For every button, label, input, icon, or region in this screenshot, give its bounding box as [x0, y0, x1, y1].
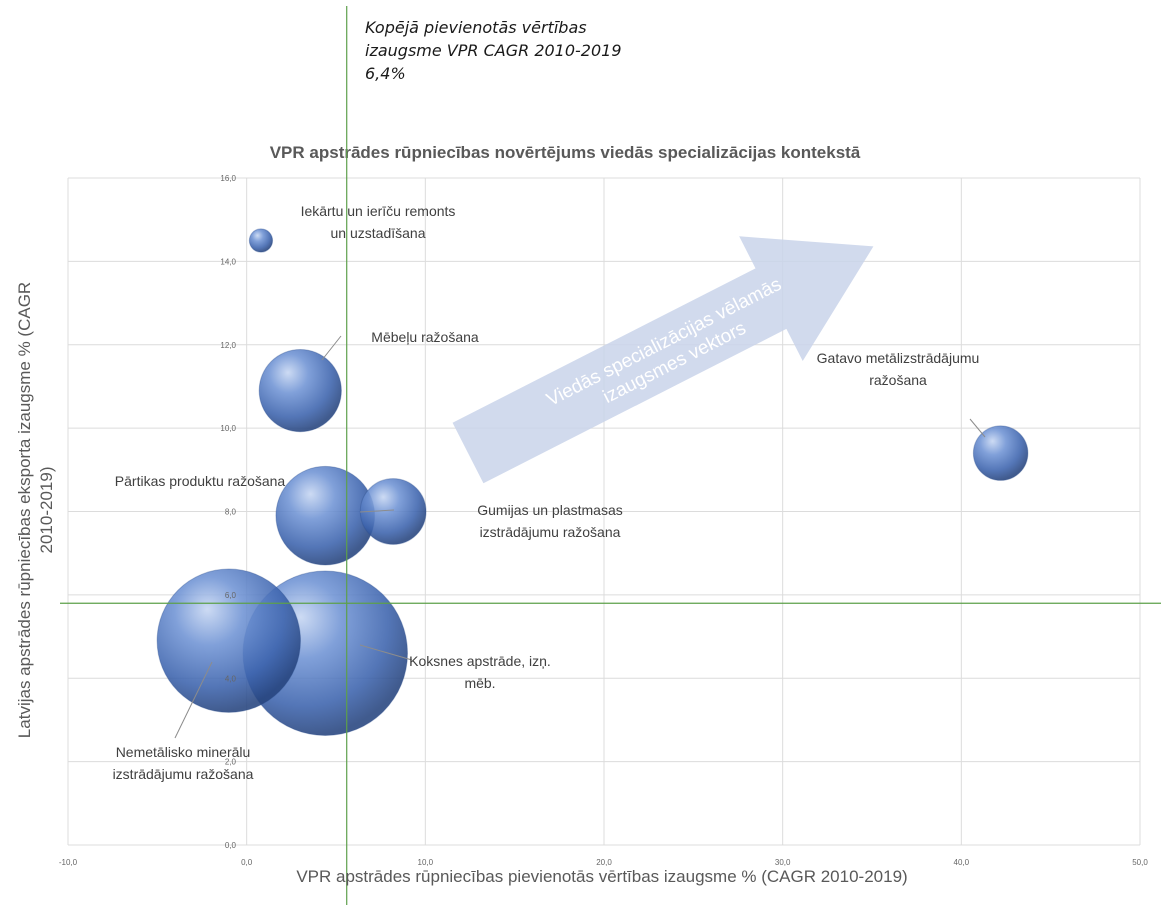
x-axis-label: VPR apstrādes rūpniecības pievienotās vē… — [296, 867, 907, 886]
bubble-label: Mēbeļu ražošana — [371, 329, 479, 345]
leader-line — [174, 661, 213, 739]
x-tick-label: 40,0 — [954, 858, 970, 867]
x-tick-label: 0,0 — [241, 858, 253, 867]
y-tick-label: 16,0 — [220, 174, 236, 183]
y-tick-labels: 0,0 2,0 4,0 6,0 8,0 10,0 12,0 14,0 16,0 — [220, 174, 236, 850]
gridlines — [67, 177, 1141, 846]
y-tick-label: 8,0 — [225, 508, 237, 517]
x-tick-label: 50,0 — [1132, 858, 1148, 867]
y-tick-label: 10,0 — [220, 424, 236, 433]
bubble-label: Iekārtu un ierīču remonts un uzstadīšana — [301, 203, 456, 241]
bubble — [275, 465, 376, 566]
y-axis-label-line-2: 2010-2019) — [37, 467, 56, 554]
annotation-line-2: izaugsme VPR CAGR 2010-2019 — [365, 41, 622, 60]
y-tick-label: 6,0 — [225, 591, 237, 600]
x-tick-labels: -10,0 0,0 10,0 20,0 30,0 40,0 50,0 — [59, 858, 1148, 867]
y-axis-label: Latvijas apstrādes rūpniecības eksporta … — [15, 282, 56, 738]
bubble — [258, 348, 342, 433]
cagr-annotation: Kopējā pievienotās vērtības izaugsme VPR… — [365, 16, 725, 85]
leader-line — [359, 509, 395, 513]
x-tick-label: -10,0 — [59, 858, 78, 867]
label-leader-lines — [174, 335, 986, 739]
bubble-label: Pārtikas produktu ražošana — [115, 473, 286, 489]
y-tick-label: 2,0 — [225, 758, 237, 767]
chart-title: VPR apstrādes rūpniecības novērtējums vi… — [270, 143, 861, 162]
leader-line — [321, 335, 342, 361]
leader-line — [969, 418, 986, 438]
y-tick-label: 4,0 — [225, 674, 237, 683]
reference-lines — [60, 6, 1161, 905]
y-axis-label-line-1: Latvijas apstrādes rūpniecības eksporta … — [15, 282, 34, 738]
bubble-layer — [156, 228, 1029, 736]
arrow-shape — [452, 236, 874, 484]
bubble-label: Koksnes apstrāde, izņ. mēb. — [409, 653, 551, 691]
x-tick-label: 30,0 — [775, 858, 791, 867]
leader-line — [359, 644, 413, 661]
annotation-line-3: 6,4% — [365, 64, 406, 83]
x-tick-label: 10,0 — [418, 858, 434, 867]
bubble-label: Gumijas un plastmasas izstrādājumu ražoša… — [477, 502, 623, 540]
bubble-label: Nemetālisko minerālu izstrādājumu ražošan… — [113, 744, 254, 782]
y-tick-label: 12,0 — [220, 341, 236, 350]
annotation-line-1: Kopējā pievienotās vērtības — [365, 18, 587, 37]
y-tick-label: 14,0 — [220, 257, 236, 266]
bubble-labels: Iekārtu un ierīču remonts un uzstadīšana M… — [113, 203, 980, 782]
bubble — [248, 228, 274, 253]
bubble — [972, 425, 1029, 481]
bubble-label: Gatavo metālizstrādājumu ražošana — [817, 350, 980, 388]
y-tick-label: 0,0 — [225, 841, 237, 850]
x-tick-label: 20,0 — [596, 858, 612, 867]
bubble — [156, 568, 301, 713]
